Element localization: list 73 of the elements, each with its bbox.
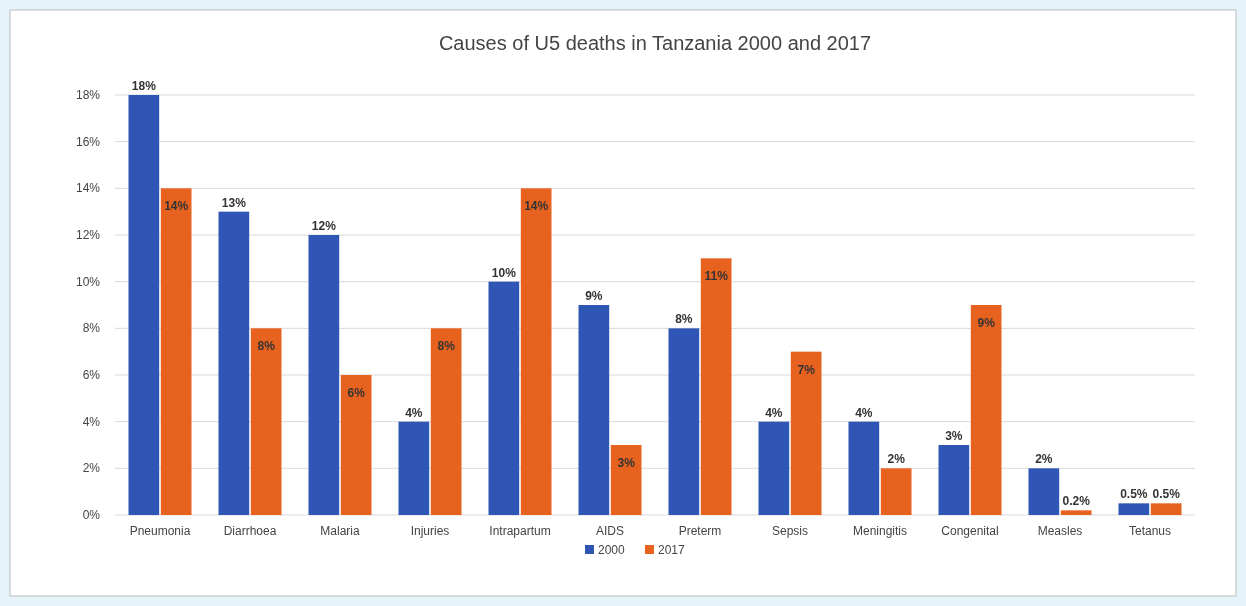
data-label: 13% xyxy=(221,195,247,210)
x-tick-label: Malaria xyxy=(320,524,360,538)
data-label: 7% xyxy=(797,362,816,377)
y-tick-label: 16% xyxy=(75,134,101,149)
bar xyxy=(700,258,732,515)
y-tick-label: 14% xyxy=(75,181,101,196)
data-label: 3% xyxy=(945,429,963,443)
y-tick-label: 18% xyxy=(75,88,101,102)
data-label: 9% xyxy=(977,316,996,330)
data-label: 4% xyxy=(855,405,873,420)
bar xyxy=(758,421,790,515)
x-tick-label: Congenital xyxy=(941,524,999,538)
bar xyxy=(160,188,192,515)
data-label: 8% xyxy=(257,339,276,354)
bar xyxy=(340,375,372,515)
data-label: 8% xyxy=(437,339,456,354)
legend-label: 2017 xyxy=(658,543,686,557)
bar xyxy=(488,281,520,515)
data-label: 11% xyxy=(704,269,729,284)
data-label: 14% xyxy=(524,199,549,214)
y-tick-label: 4% xyxy=(82,414,101,429)
x-tick-label: AIDS xyxy=(595,524,625,538)
x-tick-label: Tetanus xyxy=(1128,524,1172,538)
bar xyxy=(1028,468,1060,515)
bar xyxy=(128,95,160,515)
x-tick-label: Meningitis xyxy=(852,524,908,538)
bar xyxy=(1118,503,1150,515)
y-tick-label: 0% xyxy=(82,508,101,522)
bar xyxy=(848,421,880,515)
bar xyxy=(308,235,340,515)
legend-label: 2000 xyxy=(598,543,626,557)
data-label: 0.5% xyxy=(1152,487,1181,502)
data-label: 12% xyxy=(311,219,337,233)
x-tick-label: Measles xyxy=(1037,524,1083,538)
x-tick-label: Pneumonia xyxy=(129,524,191,538)
bar xyxy=(880,468,912,515)
data-label: 6% xyxy=(347,386,366,400)
bar xyxy=(668,328,700,515)
data-label: 9% xyxy=(585,289,603,303)
bar xyxy=(520,188,552,515)
data-label: 0.5% xyxy=(1120,487,1148,502)
bar xyxy=(1150,503,1182,515)
x-tick-label: Injuries xyxy=(410,524,450,538)
chart-title: Causes of U5 deaths in Tanzania 2000 and 2017 xyxy=(438,32,872,54)
y-tick-label: 10% xyxy=(75,274,101,289)
bar xyxy=(790,351,822,515)
bar xyxy=(938,445,970,515)
bar xyxy=(250,328,282,515)
data-label: 2% xyxy=(1035,452,1053,467)
y-tick-label: 6% xyxy=(82,368,101,382)
bar xyxy=(1060,510,1092,515)
bar xyxy=(970,305,1002,515)
data-label: 4% xyxy=(765,405,783,420)
y-tick-label: 8% xyxy=(82,321,101,336)
x-tick-label: Preterm xyxy=(678,524,722,538)
x-tick-label: Diarrhoea xyxy=(223,524,277,538)
bar xyxy=(218,211,250,515)
y-tick-label: 12% xyxy=(75,228,101,242)
bar xyxy=(430,328,462,515)
data-label: 0.2% xyxy=(1062,494,1091,509)
data-label: 18% xyxy=(131,79,157,93)
bar xyxy=(578,305,610,515)
bar xyxy=(610,445,642,515)
x-tick-label: Sepsis xyxy=(771,524,809,538)
bar xyxy=(398,421,430,515)
data-label: 2% xyxy=(887,452,906,467)
y-tick-label: 2% xyxy=(82,461,101,476)
data-label: 4% xyxy=(405,405,423,420)
x-tick-label: Intrapartum xyxy=(489,524,551,538)
data-label: 3% xyxy=(617,456,636,470)
data-label: 14% xyxy=(164,199,189,214)
data-label: 8% xyxy=(675,312,693,327)
data-label: 10% xyxy=(491,265,517,280)
